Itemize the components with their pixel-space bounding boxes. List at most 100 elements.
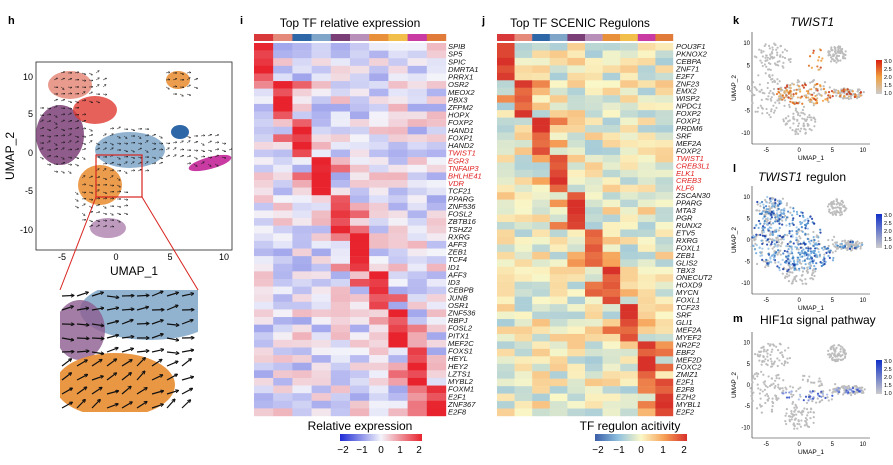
umap-legend-tick: 3.0	[884, 359, 892, 365]
cell-point	[760, 49, 763, 52]
cell-point	[770, 377, 774, 380]
cell-point	[790, 393, 793, 396]
heatmap-cell	[620, 229, 638, 238]
heatmap-cell	[532, 72, 550, 81]
cell-point	[826, 205, 830, 208]
heatmap-cell	[567, 266, 586, 275]
cell-point-high	[809, 250, 812, 253]
cell-point-high	[784, 219, 788, 222]
heatmap-cell	[532, 408, 550, 417]
heatmap-cell	[292, 339, 312, 348]
zoom-arrow	[106, 308, 119, 311]
heatmap-cell	[620, 43, 638, 51]
heatmap-cell	[497, 110, 515, 118]
cell-point	[767, 342, 770, 345]
cell-point	[791, 415, 794, 419]
heatmap-cell	[497, 214, 515, 223]
cell-point-high	[762, 228, 765, 232]
velocity-arrow	[186, 156, 191, 157]
heatmap-cell	[311, 65, 331, 74]
velocity-arrow	[186, 72, 191, 73]
velocity-arrow	[214, 163, 218, 166]
cell-point	[785, 422, 788, 426]
heatmap-cell	[620, 102, 638, 111]
velocity-arrow	[74, 191, 78, 194]
cell-point	[828, 356, 831, 359]
cell-point-high	[792, 83, 795, 86]
umap-legend-bar	[876, 60, 882, 94]
cell-point-high	[827, 254, 830, 258]
heatmap-cell	[655, 229, 674, 238]
gene-label: JUNB	[447, 293, 468, 302]
cell-point-high	[784, 95, 788, 98]
heatmap-cell	[369, 385, 389, 394]
zoom-arrow	[76, 360, 87, 367]
velocity-arrow	[151, 163, 156, 164]
cell-point	[757, 106, 760, 109]
cell-point	[812, 116, 816, 119]
heatmap-cell	[655, 371, 674, 379]
umap-xtick: 0	[798, 148, 802, 154]
cell-point	[841, 201, 845, 204]
cell-point-high	[839, 245, 842, 248]
heatmap-cell	[292, 195, 312, 204]
heatmap-cell	[388, 172, 408, 181]
cell-point	[752, 391, 755, 394]
cell-point	[754, 110, 757, 113]
heatmap-cell	[407, 263, 427, 272]
heatmap-cell	[273, 218, 293, 226]
heatmap-cell	[585, 266, 603, 275]
cell-point-high	[827, 91, 831, 94]
velocity-arrow	[102, 177, 107, 179]
heatmap-cell	[426, 256, 447, 264]
heatmap-cell	[426, 164, 447, 173]
heatmap-cell	[292, 119, 312, 127]
heatmap-cell	[497, 154, 515, 163]
heatmap-cell	[655, 408, 674, 417]
gene-label: SRF	[676, 131, 692, 140]
heatmap-cell	[567, 184, 586, 193]
cell-point-high	[771, 205, 774, 208]
heatmap-cell	[549, 125, 568, 133]
heatmap-cell	[567, 199, 586, 208]
heatmap-cell	[585, 296, 603, 305]
zoom-arrow	[136, 295, 149, 296]
cell-point	[762, 350, 765, 353]
heatmap-cell	[273, 248, 293, 257]
cell-point	[788, 357, 791, 360]
heatmap-cell	[426, 157, 447, 165]
cell-point	[771, 74, 774, 77]
heatmap-cell	[585, 229, 603, 238]
h-ytick: 5	[28, 109, 33, 119]
heatmap-cell	[585, 87, 603, 96]
heatmap-cell	[426, 393, 447, 401]
cell-point	[793, 406, 796, 409]
heatmap-cell	[407, 400, 427, 409]
heatmap-cell	[532, 50, 550, 59]
heatmap-cell	[388, 400, 408, 409]
heatmap-cell	[637, 371, 656, 379]
cell-point-high	[809, 242, 812, 245]
cell-point	[762, 355, 765, 359]
cell-point	[771, 397, 774, 400]
cell-point	[844, 57, 847, 60]
velocity-arrow	[102, 205, 106, 208]
heatmap-cell	[350, 370, 370, 379]
cell-point	[766, 56, 769, 59]
heatmap-cell	[330, 286, 351, 295]
heatmap-cell	[407, 141, 427, 150]
cell-point	[797, 420, 800, 423]
heatmap-cell	[602, 184, 621, 193]
cell-point-high	[807, 64, 811, 67]
gene-label: TBX3	[676, 266, 696, 275]
cell-point	[791, 386, 795, 389]
heatmap-cell	[273, 400, 293, 409]
cell-point	[790, 267, 793, 270]
umap-ytick: 10	[743, 341, 750, 347]
heatmap-cell	[273, 187, 293, 196]
umap-ytick: 5	[747, 362, 751, 368]
gene-label: E2F7	[676, 72, 695, 81]
cell-point	[799, 411, 803, 414]
heatmap-cell	[497, 296, 515, 305]
cell-point-high	[815, 262, 818, 265]
